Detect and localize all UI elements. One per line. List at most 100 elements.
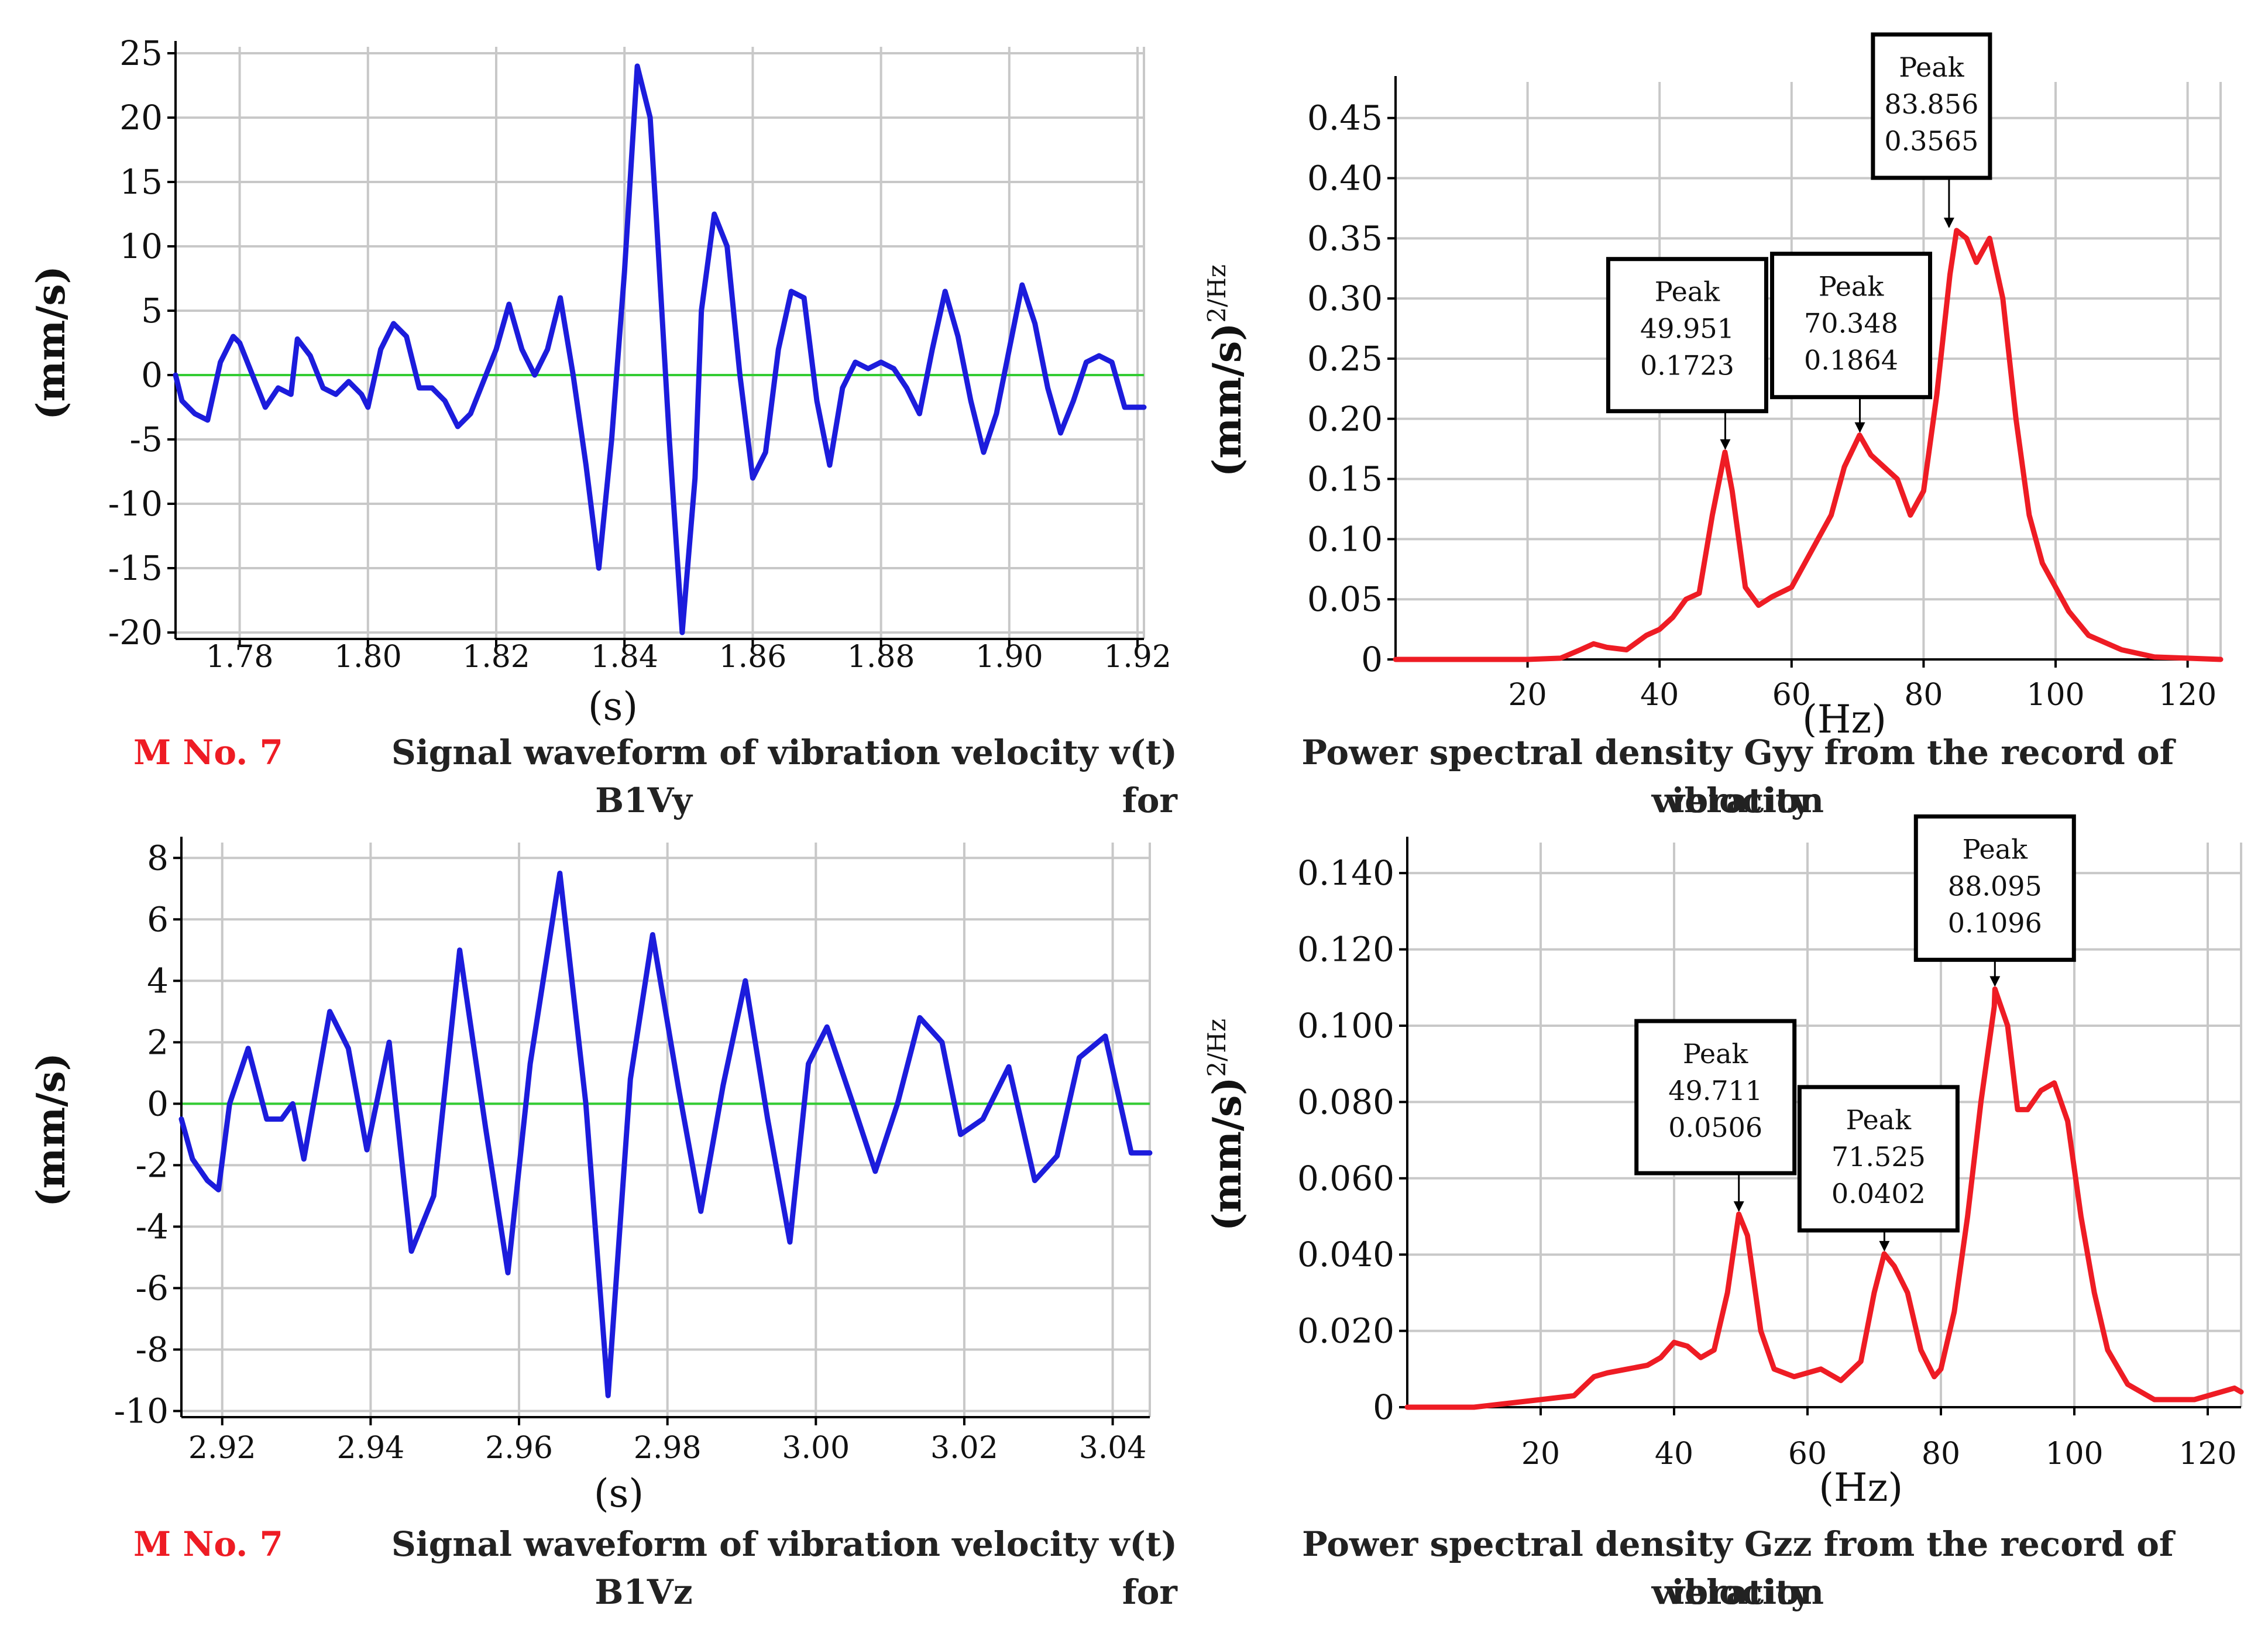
chart-b1vz-waveform: 8 6 4 2 0 -2 -4 -6 -8 -10 2.92 2.94 2.96 2.98 3.00 3.02… — [28, 837, 1153, 1516]
x-tick-label: 100 — [2045, 1436, 2103, 1472]
y-tick-label: 0.35 — [1307, 218, 1383, 258]
y-tick-label: 8 — [147, 838, 169, 878]
y-tick-label: 5 — [141, 291, 163, 331]
x-tick-label: 1.92 — [1104, 640, 1171, 675]
x-axis-label: (Hz) — [1802, 697, 1886, 737]
y-tick-label: -6 — [136, 1268, 169, 1308]
x-tick-label: 3.04 — [1079, 1431, 1147, 1466]
y-axis-label: (mm/s)2/Hz — [1202, 264, 1250, 477]
x-tick-label: 1.84 — [590, 640, 658, 675]
plot-area: 8 6 4 2 0 -2 -4 -6 -8 -10 2.92 2.94 2.96 2.98 3.00 3.02… — [28, 837, 1153, 1516]
y-tick-label: 0.45 — [1307, 98, 1383, 138]
y-tick-label: -10 — [114, 1391, 169, 1431]
peak-y-value: 0.1096 — [1948, 907, 2042, 939]
y-tick-label: 0 — [1361, 640, 1383, 679]
x-tick-label: 40 — [1655, 1436, 1693, 1472]
x-tick-label: 80 — [1922, 1436, 1960, 1472]
peak-label: Peak — [1683, 1038, 1749, 1070]
x-tick-label: 2.98 — [634, 1431, 702, 1466]
x-tick-label: 3.00 — [782, 1431, 850, 1466]
peak-arrowhead — [1733, 1201, 1744, 1212]
peak-box — [1913, 814, 2076, 962]
x-tick-label: 120 — [2159, 678, 2217, 713]
y-tick-label: 25 — [119, 33, 163, 73]
peak-label: Peak — [1846, 1104, 1912, 1136]
caption-br-text2: velocity — [1665, 1572, 1811, 1612]
y-axis-label: (mm/s)2/Hz — [1202, 1019, 1250, 1231]
x-tick-label: 2.92 — [188, 1431, 256, 1466]
peak-label: Peak — [1963, 833, 2029, 865]
peak-y-value: 0.3565 — [1884, 125, 1978, 157]
y-tick-label: 0.040 — [1297, 1235, 1394, 1274]
y-tick-label: 0.120 — [1297, 930, 1394, 970]
x-tick-label: 80 — [1904, 678, 1943, 713]
x-tick-label: 100 — [2026, 678, 2084, 713]
peak-label: Peak — [1819, 271, 1885, 303]
y-tick-label: 0.100 — [1297, 1006, 1394, 1046]
peak-box — [1634, 1019, 1797, 1175]
x-tick-label: 3.02 — [930, 1431, 998, 1466]
y-tick-label: 4 — [147, 961, 169, 1001]
y-tick-label: 0.080 — [1297, 1082, 1394, 1122]
caption-tr-text2: velocity — [1665, 781, 1811, 820]
series-line-gyy — [1393, 228, 2224, 662]
x-tick-label: 1.82 — [462, 640, 530, 675]
peak-x-value: 70.348 — [1804, 308, 1898, 339]
y-tick-label: 6 — [147, 899, 169, 939]
peak-arrowhead — [1943, 217, 1954, 228]
y-tick-label: 0.10 — [1307, 519, 1383, 559]
series-line-gzz — [1404, 986, 2244, 1410]
peak-x-value: 83.856 — [1884, 88, 1978, 120]
y-tick-label: 0.40 — [1307, 159, 1383, 198]
caption-br-text: Power spectral density Gzz from the reco… — [1302, 1524, 2174, 1612]
peak-x-value: 71.525 — [1831, 1141, 1926, 1173]
y-tick-label: 0.140 — [1297, 853, 1394, 893]
x-tick-label: 60 — [1772, 678, 1811, 713]
y-tick-label: 0.15 — [1307, 459, 1383, 499]
peak-y-value: 0.0402 — [1831, 1178, 1926, 1209]
y-tick-label: 0 — [141, 355, 163, 395]
y-tick-label: 0.30 — [1307, 279, 1383, 318]
caption-bl-prefix: M No. 7 — [133, 1524, 283, 1564]
peak-y-value: 0.1723 — [1640, 350, 1734, 381]
x-tick-label: 2.94 — [337, 1431, 405, 1466]
caption-tl-prefix: M No. 7 — [133, 733, 283, 772]
y-tick-label: 0.020 — [1297, 1311, 1394, 1351]
x-tick-label: 20 — [1521, 1436, 1560, 1472]
peak-x-value: 88.095 — [1948, 870, 2042, 902]
plot-area: 25 20 15 10 5 0 -5 -10 -15 -20 1.78 1.80 1.82 1.84 1.8… — [28, 33, 1171, 729]
x-tick-label: 2.96 — [485, 1431, 553, 1466]
y-tick-label: 0.060 — [1297, 1159, 1394, 1198]
x-tick-label: 1.90 — [975, 640, 1043, 675]
x-tick-label: 40 — [1640, 678, 1679, 713]
plot-area: 0.45 0.40 0.35 0.30 0.25 0.20 0.15 0.10 0.05 0 20 4… — [1202, 32, 2224, 737]
series-line-b1vy — [173, 63, 1147, 635]
x-tick-label: 1.80 — [334, 640, 402, 675]
y-tick-label: 2 — [147, 1022, 169, 1062]
y-tick-label: -15 — [108, 548, 163, 588]
peak-y-value: 0.1864 — [1804, 345, 1898, 376]
x-tick-label: 1.78 — [206, 640, 274, 675]
y-axis-label: (mm/s) — [28, 266, 74, 420]
peak-box — [1770, 252, 1933, 400]
y-tick-label: 15 — [119, 162, 163, 202]
y-tick-label: 10 — [119, 226, 163, 266]
peak-box — [1797, 1085, 1960, 1233]
x-tick-label: 120 — [2178, 1436, 2236, 1472]
y-tick-label: -5 — [130, 420, 163, 459]
y-tick-label: 0.05 — [1307, 579, 1383, 619]
peak-arrowhead — [1989, 976, 2001, 987]
caption-tl-text: Signal waveform of vibration velocity v(… — [391, 733, 1177, 820]
x-axis-label: (s) — [588, 684, 638, 729]
y-tick-label: -4 — [136, 1207, 169, 1246]
x-axis-label: (s) — [594, 1471, 644, 1516]
y-tick-label: -8 — [136, 1329, 169, 1369]
caption-tr-text: Power spectral density Gyy from the reco… — [1301, 733, 2174, 820]
peak-x-value: 49.711 — [1668, 1075, 1762, 1106]
y-tick-label: 20 — [119, 98, 163, 138]
x-tick-label: 60 — [1788, 1436, 1827, 1472]
peak-arrowhead — [1879, 1240, 1890, 1252]
x-tick-label: 1.86 — [719, 640, 787, 675]
y-tick-label: -20 — [108, 613, 163, 652]
x-tick-label: 1.88 — [847, 640, 915, 675]
